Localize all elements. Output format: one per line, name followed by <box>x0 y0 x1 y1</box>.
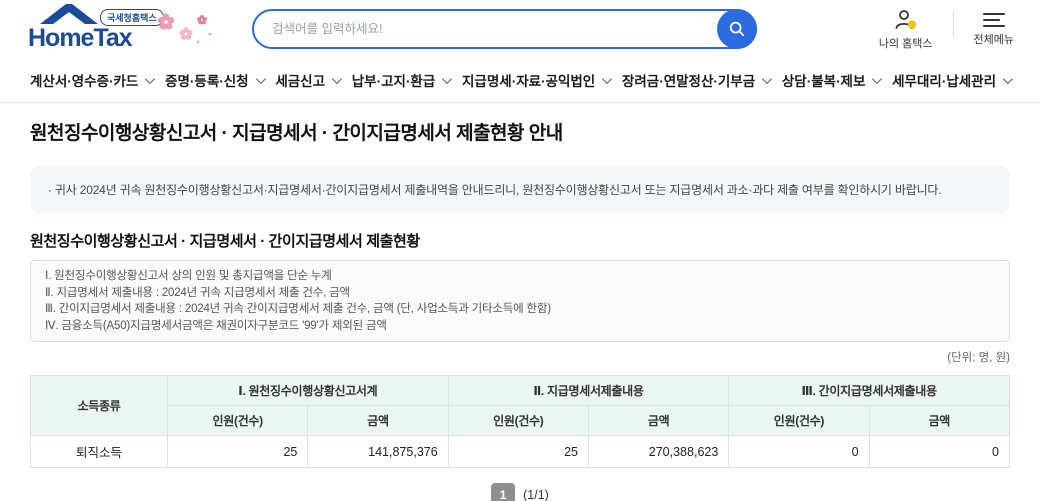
pagination: 1 (1/1) <box>30 483 1010 501</box>
info-box: Ⅰ. 원천징수이행상황신고서 상의 인원 및 총지급액을 단순 누계 Ⅱ. 지급… <box>30 260 1010 342</box>
chevron-down-icon <box>145 73 156 84</box>
chevron-down-icon <box>331 73 342 84</box>
nav-item-payment-notice-refund[interactable]: 납부·고지·환급 <box>351 70 453 90</box>
nav-label: 세금신고 <box>275 74 326 89</box>
submission-status-table: 소득종류 Ⅰ. 원천징수이행상황신고서계 Ⅱ. 지급명세서제출내용 Ⅲ. 간이지… <box>29 375 1011 468</box>
col-group-withholding-report: Ⅰ. 원천징수이행상황신고서계 <box>167 375 449 406</box>
chevron-down-icon <box>1002 73 1013 84</box>
chevron-down-icon <box>762 73 773 84</box>
cherry-blossom-icon <box>157 13 212 44</box>
table-row: 퇴직소득 25 141,875,376 25 270,388,623 0 0 <box>29 435 1011 468</box>
col-group-simplified-statement: Ⅲ. 간이지급명세서제출내용 <box>728 375 1010 406</box>
nav-label: 상담·불복·제보 <box>781 74 866 89</box>
my-hometax-button[interactable]: 나의 홈택스 <box>879 8 933 51</box>
search-bar <box>252 9 757 49</box>
user-bell-icon <box>895 9 916 29</box>
sub-header-count-1: 인원(건수) <box>167 405 309 436</box>
sub-header-count-3: 인원(건수) <box>728 405 870 436</box>
col-header-income-type: 소득종류 <box>29 375 169 436</box>
chevron-down-icon <box>442 73 453 84</box>
nav-item-certificate-register[interactable]: 증명·등록·신청 <box>165 70 266 90</box>
page-info: (1/1) <box>523 488 549 501</box>
nav-label: 세무대리·납세관리 <box>892 74 996 89</box>
info-line-1: Ⅰ. 원천징수이행상황신고서 상의 인원 및 총지급액을 단순 누계 <box>45 270 332 282</box>
cell-simplified-amount: 0 <box>868 435 1011 468</box>
cell-withholding-amount: 141,875,376 <box>307 435 449 468</box>
chevron-down-icon <box>602 73 613 84</box>
cell-statement-amount: 270,388,623 <box>587 435 730 468</box>
info-line-2: Ⅱ. 지급명세서 제출내용 : 2024년 귀속 지급명세서 제출 건수, 금액 <box>45 286 350 299</box>
unit-label: (단위: 명, 원) <box>947 352 1010 364</box>
header-divider <box>952 11 954 37</box>
header: HomeTax 국세청홈택스 <box>0 0 1040 58</box>
nav-item-tax-agent-management[interactable]: 세무대리·납세관리 <box>892 70 1013 90</box>
search-input[interactable] <box>252 9 757 49</box>
nav-item-consult-appeal-report[interactable]: 상담·불복·제보 <box>781 70 883 90</box>
sub-header-amount-2: 금액 <box>587 405 730 436</box>
house-roof-icon <box>40 4 98 24</box>
nav-item-incentive-yearend-donation[interactable]: 장려금·연말정산·기부금 <box>621 70 773 90</box>
info-line-3: Ⅲ. 간이지급명세서 제출내용 : 2024년 귀속 간이지급명세서 제출 건수… <box>45 303 551 315</box>
col-group-payment-statement: Ⅱ. 지급명세서제출내용 <box>447 375 730 406</box>
nav-label: 납부·고지·환급 <box>351 74 436 89</box>
all-menu-button[interactable]: 전체메뉴 <box>974 12 1014 47</box>
all-menu-label: 전체메뉴 <box>973 33 1014 46</box>
cell-income-type: 퇴직소득 <box>29 435 169 468</box>
logo-brand-text: HomeTax <box>28 24 133 52</box>
sub-header-count-2: 인원(건수) <box>447 405 589 436</box>
chevron-down-icon <box>255 73 266 84</box>
notice-box: · 귀사 2024년 귀속 원천징수이행상황신고서·지급명세서·간이지급명세서 … <box>30 166 1010 213</box>
nav-label: 계산서·영수증·카드 <box>30 74 139 89</box>
chevron-down-icon <box>872 73 883 84</box>
hometax-logo[interactable]: HomeTax 국세청홈택스 <box>24 2 212 56</box>
notice-text: · 귀사 2024년 귀속 원천징수이행상황신고서·지급명세서·간이지급명세서 … <box>48 183 942 197</box>
sub-header-amount-3: 금액 <box>868 405 1011 436</box>
nav-item-statement-data-corp[interactable]: 지급명세·자료·공익법인 <box>462 70 613 90</box>
cell-withholding-count: 25 <box>167 435 309 468</box>
nav-label: 증명·등록·신청 <box>165 74 249 89</box>
page-title: 원천징수이행상황신고서 · 지급명세서 · 간이지급명세서 제출현황 안내 <box>30 123 563 144</box>
search-button[interactable] <box>717 9 757 49</box>
page-button-1[interactable]: 1 <box>491 483 516 501</box>
nav-label: 장려금·연말정산·기부금 <box>621 74 756 89</box>
nav-item-invoice-receipt-card[interactable]: 계산서·영수증·카드 <box>30 70 156 90</box>
header-utilities: 나의 홈택스 전체메뉴 <box>879 8 1014 51</box>
cell-simplified-count: 0 <box>728 435 870 468</box>
cell-statement-count: 25 <box>447 435 589 468</box>
search-icon <box>729 21 745 37</box>
sub-header-amount-1: 금액 <box>307 405 449 436</box>
my-hometax-label: 나의 홈택스 <box>878 37 933 50</box>
main-nav: 계산서·영수증·카드 증명·등록·신청 세금신고 납부·고지·환급 지급명세·자… <box>0 58 1040 103</box>
nav-item-tax-return[interactable]: 세금신고 <box>275 70 342 90</box>
hamburger-menu-icon <box>982 12 1005 28</box>
info-line-4: Ⅳ. 금융소득(A50)지급명세서금액은 채권이자구분코드 '99'가 제외된 … <box>45 319 387 332</box>
nav-label: 지급명세·자료·공익법인 <box>462 74 596 89</box>
section-title: 원천징수이행상황신고서 · 지급명세서 · 간이지급명세서 제출현황 <box>30 233 420 250</box>
main-content: 원천징수이행상황신고서 · 지급명세서 · 간이지급명세서 제출현황 안내 · … <box>0 118 1040 501</box>
